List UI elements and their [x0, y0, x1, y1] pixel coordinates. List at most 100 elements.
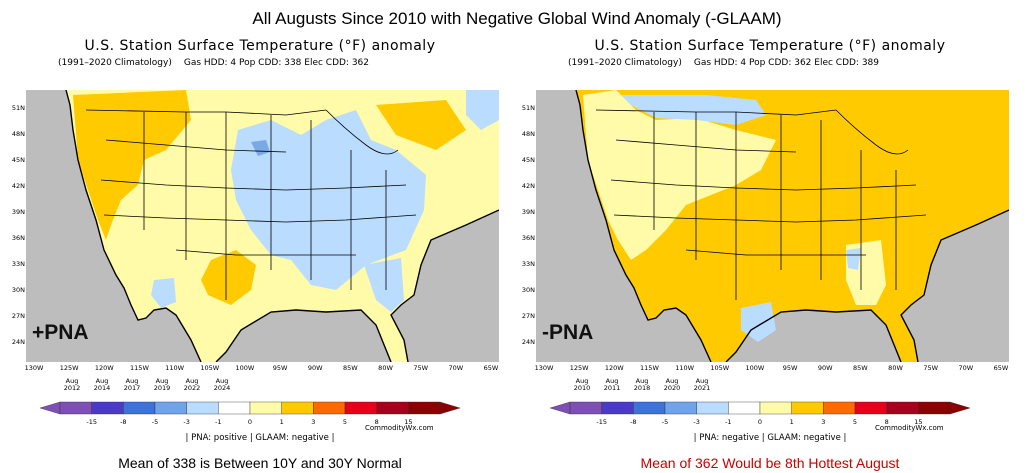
longitude-label: 65W: [483, 364, 499, 372]
colorbar-segment: [601, 401, 634, 415]
longitude-label: 115W: [640, 364, 659, 372]
year-label: Aug 2024: [214, 378, 231, 392]
latitude-label: 48N: [11, 130, 25, 138]
degree-day-stats: Gas HDD: 4 Pop CDD: 362 Elec CDD: 389: [693, 58, 880, 68]
latitude-label: 24N: [521, 338, 535, 346]
longitude-label: 125W: [569, 364, 589, 372]
anomaly-map: [536, 90, 1009, 362]
colorbar-segment: [633, 401, 666, 415]
longitude-label: 90W: [817, 364, 833, 372]
map-subtitle: (1991–2020 Climatology) Gas HDD: 4 Pop CD…: [58, 58, 381, 68]
colorbar-segment: [408, 401, 441, 415]
year-label: Aug 2019: [154, 378, 171, 392]
climatology-label: (1991–2020 Climatology): [58, 58, 172, 68]
year-value: 2019: [153, 384, 171, 392]
colorbar-label: 15: [404, 418, 413, 426]
state-boundaries: [595, 109, 927, 300]
cool-anomaly-central: [231, 110, 426, 290]
longitude-label: 105W: [200, 364, 220, 372]
year-value: 2011: [603, 384, 621, 392]
colorbar-label: 5: [342, 418, 348, 426]
credit-label: CommodityWx.com: [875, 424, 944, 432]
coastline: [65, 90, 499, 362]
longitude-label: 130W: [534, 364, 554, 372]
colorbar-segment: [696, 401, 729, 415]
year-label: Aug 2010: [574, 378, 591, 392]
latitude-label: 33N: [521, 260, 535, 268]
colorbar-arrow-left: [40, 401, 61, 415]
colorbar-label: -1: [215, 418, 222, 426]
latitude-label: 42N: [521, 182, 535, 190]
map-title: U.S. Station Surface Temperature (°F) an…: [84, 38, 436, 54]
longitude-label: 85W: [343, 364, 358, 372]
caption: Mean of 338 is Between 10Y and 30Y Norma…: [118, 455, 402, 471]
colorbar-label: -5: [151, 418, 159, 426]
colorbar-segment: [728, 401, 761, 415]
colorbar-segment: [664, 401, 697, 415]
colorbar: [550, 401, 970, 415]
year-label: Aug 2012: [64, 378, 81, 392]
year-value: 2020: [663, 384, 681, 392]
colorbar-label: -5: [661, 418, 669, 426]
colorbar-segment: [886, 401, 919, 415]
index-summary: | PNA: positive | GLAAM: negative |: [185, 433, 335, 443]
year-month: Aug: [695, 377, 709, 385]
colorbar-arrow-right: [949, 401, 970, 415]
colorbar-segment: [376, 401, 409, 415]
map-panel-left: U.S. Station Surface Temperature (°F) an…: [10, 38, 510, 473]
climatology-label: (1991–2020 Climatology): [568, 58, 682, 68]
colorbar-label: -3: [183, 418, 190, 426]
mild-anomaly-west: [583, 90, 776, 260]
longitude-label: 110W: [675, 364, 695, 372]
longitude-label: 115W: [130, 364, 149, 372]
colorbar-segment: [569, 401, 602, 415]
colorbar-label: 15: [914, 418, 923, 426]
warm-anomaly-texas: [201, 250, 256, 305]
colorbar-segment: [249, 401, 282, 415]
colorbar-segment: [281, 401, 314, 415]
longitude-label: 110W: [165, 364, 185, 372]
longitude-label: 80W: [888, 364, 903, 372]
cold-anomaly-dakotas: [251, 140, 270, 156]
colorbar-label: -8: [630, 418, 637, 426]
year-label: Aug 2014: [94, 378, 111, 392]
year-month: Aug: [155, 377, 169, 385]
latitude-label: 51N: [11, 104, 25, 112]
longitude-label: 90W: [307, 364, 323, 372]
colorbar-label: -8: [120, 418, 127, 426]
anomaly-map: [26, 90, 499, 362]
year-label: Aug 2021: [694, 378, 711, 392]
warm-anomaly-northwest: [73, 90, 191, 240]
longitude-label: 130W: [24, 364, 44, 372]
year-label: Aug 2017: [124, 378, 141, 392]
colorbar-arrow-right: [439, 401, 460, 415]
cool-anomaly-arizona: [151, 278, 176, 308]
latitude-label: 39N: [521, 208, 535, 216]
year-value: 2021: [693, 384, 711, 392]
longitude-label: 75W: [413, 364, 429, 372]
latitude-label: 30N: [521, 286, 535, 294]
colorbar-label: 0: [247, 418, 253, 426]
cool-anomaly-southeast: [364, 258, 404, 312]
latitude-label: 45N: [11, 156, 25, 164]
longitude-label: 105W: [710, 364, 730, 372]
colorbar-label: -1: [725, 418, 732, 426]
year-value: 2018: [633, 384, 651, 392]
colorbar-segment: [123, 401, 156, 415]
cool-anomaly-mississippi: [846, 248, 861, 270]
colorbar-segment: [154, 401, 187, 415]
colorbar-label: 3: [821, 418, 826, 426]
longitude-label: 100W: [235, 364, 255, 372]
latitude-label: 39N: [11, 208, 25, 216]
latitude-label: 30N: [11, 286, 25, 294]
colorbar: [40, 401, 460, 415]
year-value: 2012: [63, 384, 81, 392]
latitude-label: 33N: [11, 260, 25, 268]
colorbar-label: -15: [86, 418, 97, 426]
latitude-label: 27N: [521, 312, 535, 320]
colorbar-segment: [344, 401, 377, 415]
latitude-label: 51N: [521, 104, 535, 112]
caption: Mean of 362 Would be 8th Hottest August: [640, 455, 900, 471]
main-title: All Augusts Since 2010 with Negative Glo…: [252, 9, 782, 28]
state-boundaries: [85, 109, 417, 300]
